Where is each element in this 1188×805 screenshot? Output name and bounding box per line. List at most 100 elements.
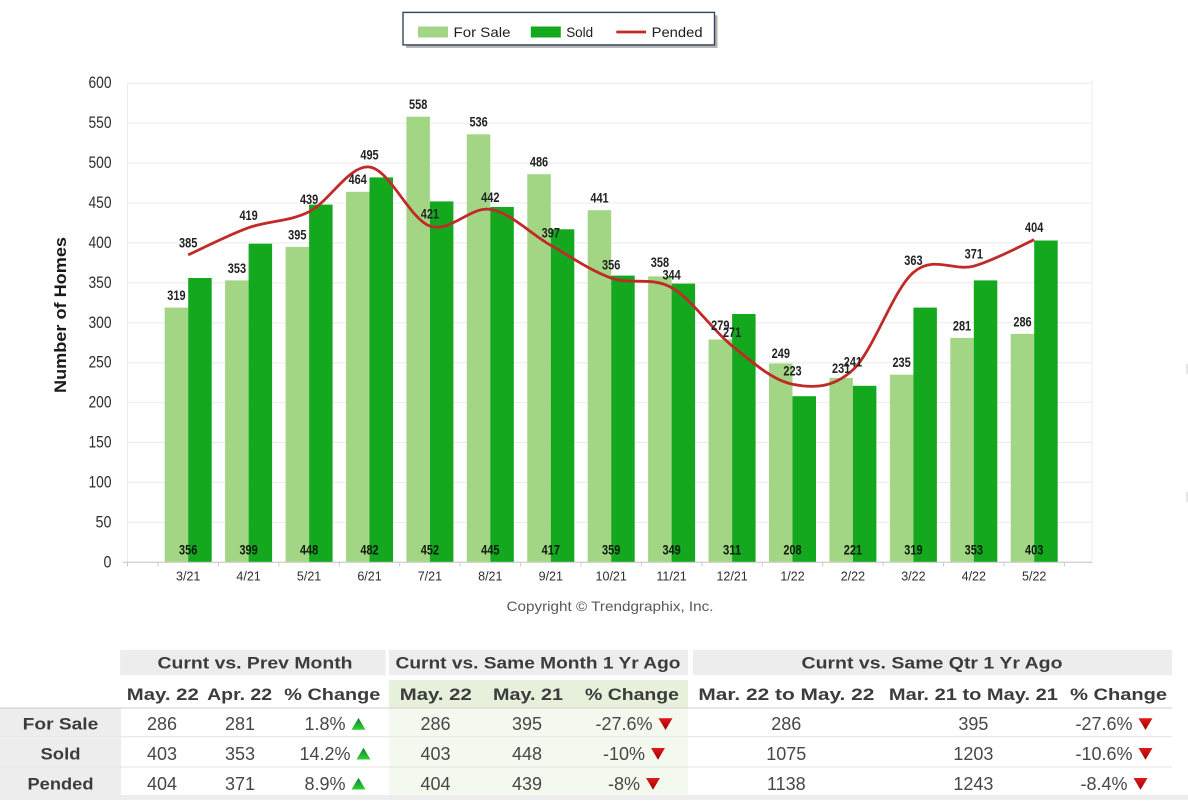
svg-text:% Change: % Change	[1070, 685, 1167, 704]
svg-text:464: 464	[349, 171, 367, 187]
svg-text:250: 250	[89, 353, 112, 372]
svg-text:14.2%: 14.2%	[300, 744, 351, 764]
svg-text:445: 445	[481, 542, 499, 558]
svg-text:5/22: 5/22	[1022, 570, 1046, 584]
svg-text:100: 100	[89, 472, 112, 491]
svg-text:8/21: 8/21	[478, 570, 502, 584]
svg-text:400: 400	[89, 233, 112, 252]
svg-text:600: 600	[89, 73, 112, 92]
svg-text:319: 319	[904, 542, 922, 558]
svg-text:417: 417	[542, 542, 560, 558]
svg-text:403: 403	[147, 744, 177, 764]
svg-text:4/22: 4/22	[962, 570, 986, 584]
svg-text:223: 223	[783, 362, 801, 378]
svg-text:2/22: 2/22	[841, 570, 865, 584]
svg-text:482: 482	[360, 542, 378, 558]
svg-text:50: 50	[96, 512, 112, 531]
svg-text:311: 311	[723, 542, 741, 558]
svg-text:6/21: 6/21	[357, 570, 381, 584]
svg-text:249: 249	[772, 345, 790, 361]
svg-text:439: 439	[512, 774, 542, 794]
svg-text:271: 271	[723, 324, 741, 340]
svg-text:10/21: 10/21	[596, 570, 627, 584]
svg-text:May. 22: May. 22	[127, 685, 199, 704]
svg-text:403: 403	[420, 744, 450, 764]
svg-text:450: 450	[89, 193, 112, 212]
svg-text:399: 399	[239, 542, 257, 558]
svg-text:Copyright © Trendgraphix, Inc.: Copyright © Trendgraphix, Inc.	[507, 598, 714, 614]
svg-text:286: 286	[1013, 313, 1031, 329]
svg-text:1243: 1243	[953, 774, 993, 794]
svg-text:279: 279	[711, 317, 729, 333]
svg-text:356: 356	[602, 257, 620, 273]
svg-text:495: 495	[360, 146, 378, 162]
svg-text:359: 359	[602, 542, 620, 558]
svg-text:395: 395	[512, 714, 542, 734]
svg-text:12/21: 12/21	[716, 570, 747, 584]
svg-text:419: 419	[239, 207, 257, 223]
svg-text:397: 397	[542, 225, 560, 241]
svg-text:448: 448	[512, 744, 542, 764]
svg-text:-8.4%: -8.4%	[1081, 774, 1128, 794]
svg-text:363: 363	[904, 252, 922, 268]
svg-text:Pended: Pended	[28, 774, 94, 793]
svg-text:221: 221	[844, 542, 862, 558]
svg-text:Pended: Pended	[652, 24, 703, 40]
svg-text:-27.6%: -27.6%	[1076, 714, 1133, 734]
svg-text:286: 286	[771, 714, 801, 734]
svg-text:9/21: 9/21	[539, 570, 563, 584]
svg-text:May. 21: May. 21	[493, 685, 563, 704]
svg-text:Mar. 21 to May. 21: Mar. 21 to May. 21	[889, 685, 1058, 704]
svg-text:0: 0	[104, 552, 112, 571]
svg-text:231: 231	[832, 360, 850, 376]
svg-text:Sold: Sold	[566, 24, 593, 40]
svg-text:500: 500	[89, 153, 112, 172]
svg-text:Mar. 22 to May. 22: Mar. 22 to May. 22	[698, 685, 874, 704]
svg-text:404: 404	[1025, 219, 1043, 235]
svg-text:Number of Homes: Number of Homes	[51, 237, 70, 393]
svg-text:404: 404	[420, 774, 450, 794]
svg-text:May. 22: May. 22	[400, 685, 472, 704]
svg-text:For Sale: For Sale	[454, 24, 511, 40]
svg-text:150: 150	[89, 433, 112, 452]
svg-text:1203: 1203	[953, 744, 993, 764]
svg-text:395: 395	[958, 714, 988, 734]
svg-text:356: 356	[179, 542, 197, 558]
svg-text:3/22: 3/22	[901, 570, 925, 584]
svg-text:371: 371	[965, 246, 983, 262]
svg-text:200: 200	[89, 393, 112, 412]
svg-text:208: 208	[783, 542, 801, 558]
svg-text:353: 353	[225, 744, 255, 764]
svg-text:1/22: 1/22	[780, 570, 804, 584]
svg-text:235: 235	[892, 354, 910, 370]
svg-text:% Change: % Change	[284, 685, 380, 704]
svg-text:536: 536	[469, 114, 487, 130]
svg-text:421: 421	[421, 206, 439, 222]
svg-text:286: 286	[147, 714, 177, 734]
svg-text:Sold: Sold	[41, 744, 81, 763]
svg-text:Apr. 22: Apr. 22	[207, 685, 272, 704]
svg-text:442: 442	[481, 189, 499, 205]
svg-text:-10.6%: -10.6%	[1076, 744, 1133, 764]
svg-text:-8%: -8%	[608, 774, 640, 794]
svg-text:486: 486	[530, 154, 548, 170]
svg-text:281: 281	[953, 317, 971, 333]
svg-text:3/21: 3/21	[176, 570, 200, 584]
svg-text:Curnt vs. Same Month 1 Yr Ago: Curnt vs. Same Month 1 Yr Ago	[396, 654, 681, 673]
svg-text:1138: 1138	[767, 774, 806, 794]
svg-text:Curnt vs. Same Qtr 1 Yr Ago: Curnt vs. Same Qtr 1 Yr Ago	[802, 654, 1063, 673]
svg-text:395: 395	[288, 226, 306, 242]
svg-text:349: 349	[662, 542, 680, 558]
svg-text:441: 441	[590, 190, 608, 206]
svg-text:5/21: 5/21	[297, 570, 321, 584]
svg-text:281: 281	[225, 714, 255, 734]
svg-text:-10%: -10%	[603, 744, 645, 764]
svg-text:452: 452	[421, 542, 439, 558]
svg-text:11/21: 11/21	[656, 570, 686, 584]
svg-text:Curnt vs. Prev Month: Curnt vs. Prev Month	[158, 654, 353, 673]
svg-text:241: 241	[844, 353, 862, 369]
svg-text:344: 344	[662, 267, 680, 283]
svg-text:4/21: 4/21	[236, 570, 260, 584]
svg-text:300: 300	[89, 313, 112, 332]
svg-text:558: 558	[409, 96, 427, 112]
